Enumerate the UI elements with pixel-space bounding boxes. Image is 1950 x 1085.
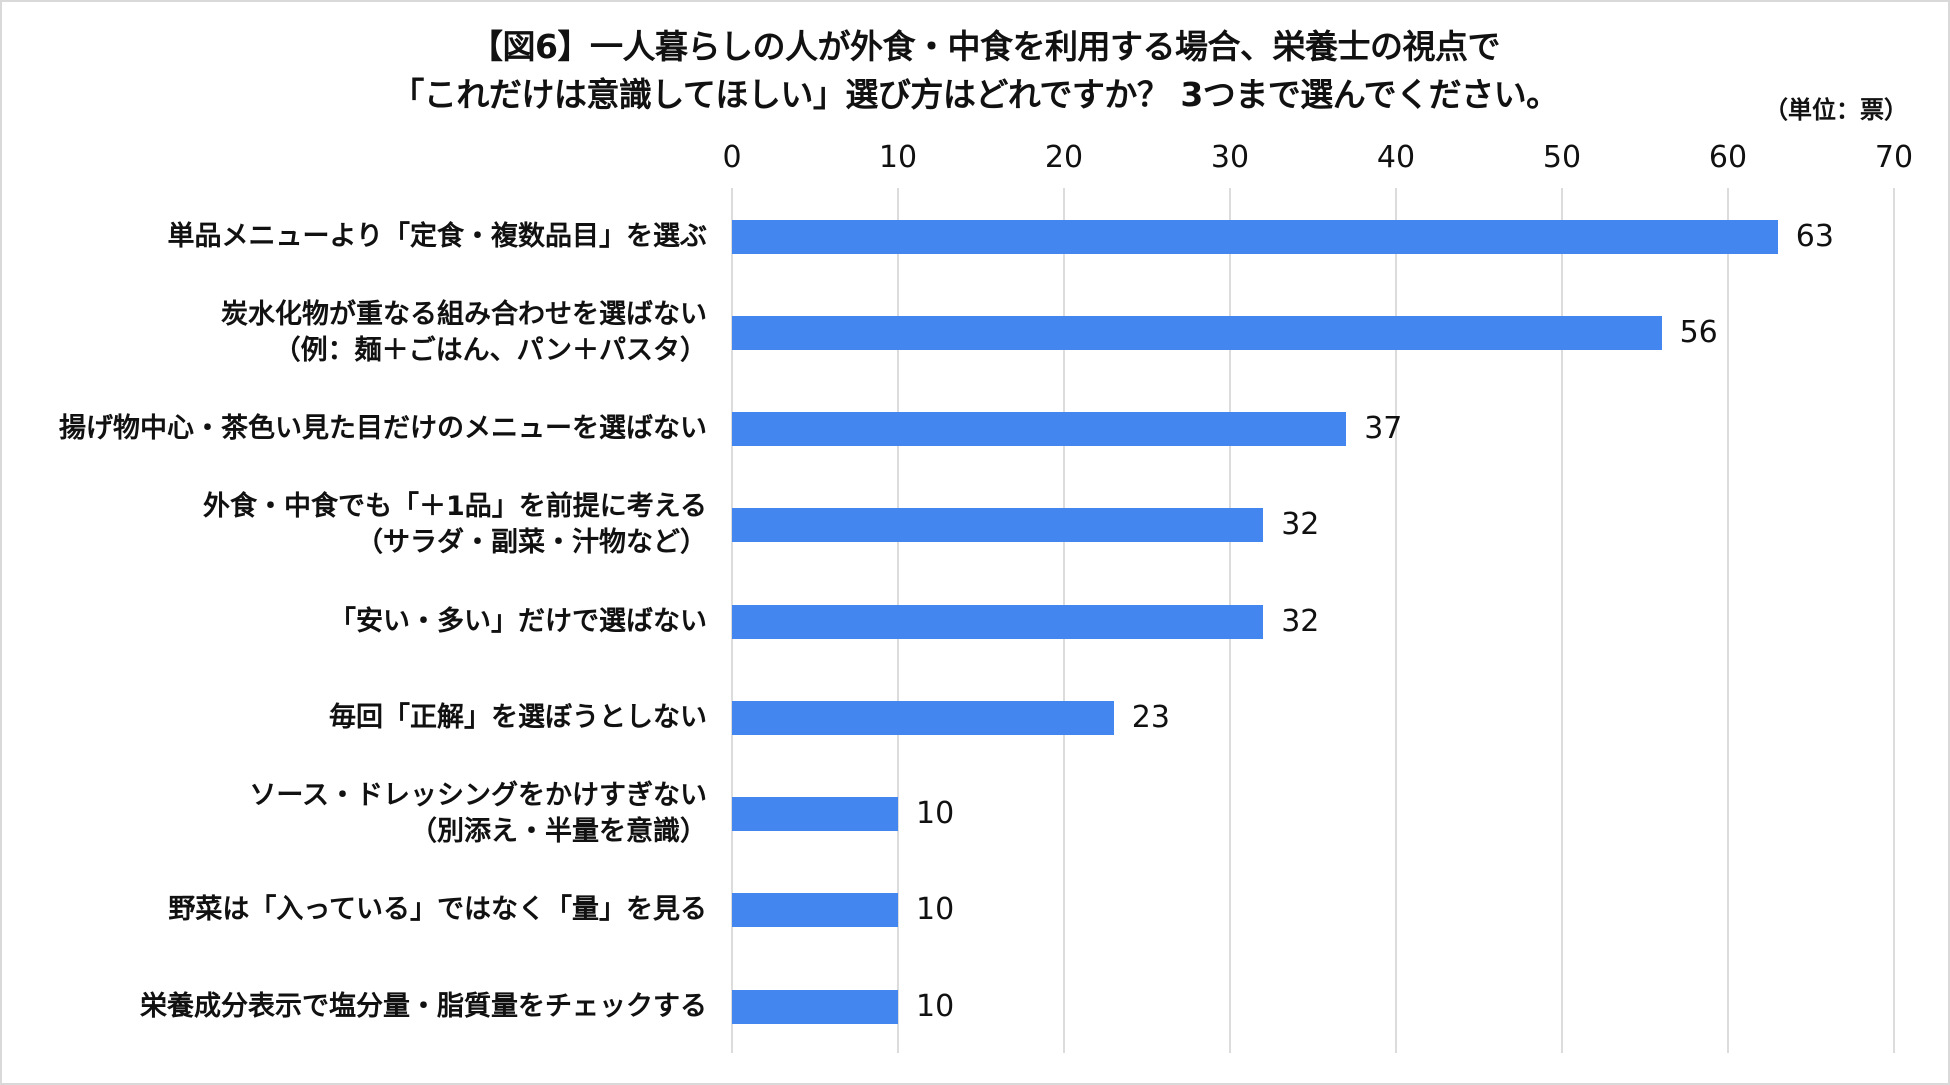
category-label: 「安い・多い」だけで選ばない [7,604,707,640]
category-label-line: （別添え・半量を意識） [410,816,707,847]
category-label-line: （サラダ・副菜・汁物など） [356,527,707,559]
bar [732,604,1264,639]
x-tick-label: 20 [1044,140,1084,175]
category-label-line: 毎回「正解」を選ぼうとしない [329,701,707,733]
bar [732,412,1347,446]
gridline [1561,188,1563,1053]
data-label: 63 [1795,218,1834,254]
x-tick-label: 10 [878,140,918,175]
data-label: 10 [916,796,955,831]
bar [732,700,1114,735]
category-label-line: 炭水化物が重なる組み合わせを選ばない [221,298,707,330]
chart-title-line-2: 「これだけは意識してほしい」選び方はどれですか？ 3つまで選んでください。 [391,75,1559,114]
category-label-line: 外食・中食でも「＋1品」を前提に考える [203,491,707,523]
chart-title-line-1: 【図6】一人暮らしの人が外食・中食を利用する場合、栄養士の視点で [470,27,1500,66]
category-label: 単品メニューより「定食・複数品目」を選ぶ [7,219,707,255]
category-label: 揚げ物中心・茶色い見た目だけのメニューを選ばない [7,411,707,447]
category-label: ソース・ドレッシングをかけすぎない （別添え・半量を意識） [7,778,707,850]
category-label-line: 揚げ物中心・茶色い見た目だけのメニューを選ばない [59,413,707,444]
category-label: 栄養成分表示で塩分量・脂質量をチェックする [7,989,707,1025]
bar [732,508,1264,543]
gridline [1727,188,1729,1053]
x-tick-label: 60 [1708,140,1748,175]
category-label-line: 単品メニューより「定食・複数品目」を選ぶ [167,220,707,252]
data-label: 10 [916,988,955,1024]
data-label: 23 [1131,699,1170,735]
x-tick-label: 50 [1542,140,1582,175]
category-label: 外食・中食でも「＋1品」を前提に考える （サラダ・副菜・汁物など） [7,489,707,561]
data-label: 56 [1679,314,1718,350]
category-label: 炭水化物が重なる組み合わせを選ばない （例：麺＋ごはん、パン＋パスタ） [7,297,707,369]
x-tick-label: 40 [1376,140,1416,175]
category-label-line: 栄養成分表示で塩分量・脂質量をチェックする [140,990,707,1022]
x-tick-label: 0 [722,140,742,175]
category-label-line: 野菜は「入っている」ではなく「量」を見る [168,894,707,926]
bar [732,989,898,1024]
x-tick-label: 30 [1210,140,1250,175]
data-label: 32 [1281,603,1320,639]
gridline [1893,188,1895,1053]
bar [732,315,1662,350]
bar [732,219,1778,254]
data-label: 32 [1281,507,1320,543]
category-label-line: 「安い・多い」だけで選ばない [329,605,707,637]
bar [732,893,898,928]
x-tick-label: 70 [1874,140,1914,175]
category-label: 野菜は「入っている」ではなく「量」を見る [7,892,707,928]
data-label: 10 [916,892,955,928]
category-label: 毎回「正解」を選ぼうとしない [7,700,707,736]
data-label: 37 [1364,411,1403,446]
category-label-line: （例：麺＋ごはん、パン＋パスタ） [273,334,707,366]
unit-label: （単位：票） [1764,96,1908,124]
category-label-line: ソース・ドレッシングをかけすぎない [249,780,707,811]
bar [732,797,898,831]
gridline [1395,188,1397,1053]
